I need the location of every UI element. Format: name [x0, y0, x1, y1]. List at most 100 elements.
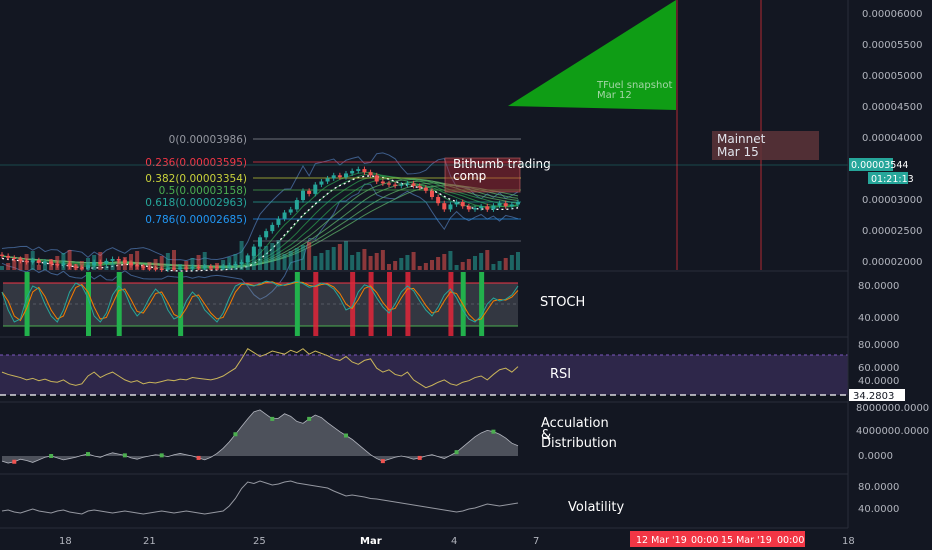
price-tick: 0.00002000: [862, 257, 922, 268]
vol-tick: 80.0000: [858, 482, 899, 493]
candle-body: [6, 255, 11, 258]
fibonacci-retracement[interactable]: 0(0.00003986) 0.236(0.00003595) 0.382(0.00…: [145, 134, 521, 242]
candle-body: [473, 208, 477, 210]
volume-bar: [460, 262, 465, 270]
candle-body: [196, 267, 201, 269]
candle-body: [294, 200, 299, 210]
candle-body: [73, 266, 78, 268]
price-tick: 0.00002500: [862, 226, 922, 237]
stoch-signal-red: [350, 272, 356, 336]
volume-bar: [165, 253, 170, 270]
ad-marker: [344, 433, 348, 438]
mainnet-label-line1: Mainnet: [717, 132, 766, 146]
accumulation-distribution-pane[interactable]: [1, 409, 519, 464]
bithumb-zone[interactable]: [444, 157, 521, 193]
ad-marker: [12, 459, 17, 464]
volume-bar: [350, 255, 355, 270]
stoch-signal-green: [294, 272, 300, 336]
fib-level-label: 0.786(0.00002685): [145, 214, 247, 226]
volume-bar: [43, 262, 47, 270]
stoch-signal-red: [448, 272, 454, 336]
stoch-k-line: [1, 280, 519, 323]
volume-bar: [301, 245, 305, 270]
fib-level-label: 0.236(0.00003595): [145, 157, 247, 169]
candle-body: [405, 183, 410, 185]
volume-bar: [430, 260, 434, 270]
rsi-pane[interactable]: [0, 348, 848, 396]
volume-bar: [313, 256, 318, 270]
candle-body: [454, 201, 459, 205]
volatility-pane[interactable]: [1, 480, 519, 515]
rsi-value: 34.2803: [853, 391, 894, 402]
price-tick: 0.00005500: [862, 40, 922, 51]
current-price-value: 0.00003544: [851, 160, 908, 171]
stoch-d-line: [1, 281, 519, 322]
price-axis[interactable]: 0.00006000 0.00005500 0.00005000 0.00004…: [847, 0, 932, 528]
candle-body: [313, 184, 318, 194]
candle-body: [49, 261, 54, 264]
candle-body: [129, 262, 133, 266]
volume-bar: [423, 263, 428, 270]
ad-marker: [86, 452, 90, 457]
volume-bar: [516, 252, 520, 270]
time-axis[interactable]: 18 21 25 Mar 4 7 18 12 Mar '19 00:00 15 …: [0, 527, 855, 547]
volatility-label: Volatility: [568, 500, 624, 515]
volume-bar: [264, 246, 269, 270]
stoch-pane[interactable]: [1, 272, 519, 336]
candle-body: [61, 263, 66, 266]
current-price-badge: [849, 158, 893, 171]
price-tick: 0.00003000: [862, 195, 922, 206]
time-range-highlight: [630, 531, 805, 547]
candle-body: [350, 170, 355, 174]
candle-body: [264, 231, 269, 238]
candle-body: [172, 268, 176, 270]
ad-marker: [307, 416, 312, 421]
bithumb-label-line2: comp: [453, 169, 486, 183]
candle-body: [147, 267, 152, 269]
candle-body: [208, 266, 213, 268]
time-tick: 25: [253, 536, 266, 547]
candle-body: [178, 267, 183, 269]
candle-body: [448, 204, 453, 210]
volume-bar: [399, 258, 404, 270]
volume-bar: [337, 244, 342, 270]
volume-bar: [448, 251, 453, 270]
ad-marker: [491, 429, 496, 434]
candle-body: [301, 190, 305, 201]
ad-label-line2: &: [541, 428, 551, 443]
volume-bar: [466, 259, 471, 270]
candle-body: [509, 204, 514, 207]
volume-bar: [251, 252, 256, 270]
candle-body: [399, 184, 404, 186]
volume-bar: [393, 261, 398, 270]
tfuel-triangle[interactable]: [508, 0, 676, 110]
volume-bar: [411, 252, 416, 270]
candle-body: [417, 185, 422, 188]
candle-body: [79, 267, 84, 269]
rsi-value-badge: [849, 389, 905, 401]
mainnet-box[interactable]: [712, 131, 819, 160]
time-tick: 18: [842, 536, 855, 547]
volume-bar: [362, 249, 367, 270]
stoch-signal-green: [24, 272, 30, 336]
candle-body: [190, 267, 195, 269]
range-start-date: 12 Mar '19: [636, 535, 687, 546]
volume-bar: [503, 258, 508, 270]
volume-bar: [12, 260, 17, 270]
ad-marker: [270, 416, 275, 421]
rsi-band: [0, 355, 848, 395]
volume-bar: [202, 252, 207, 270]
fib-level-label: 0.382(0.00003354): [145, 173, 247, 185]
candle-body: [368, 172, 373, 176]
volume-bar: [36, 265, 41, 270]
candle-body: [184, 267, 189, 269]
ad-marker: [49, 454, 54, 458]
stoch-label: STOCH: [540, 295, 585, 310]
rsi-label: RSI: [550, 367, 571, 382]
volume-bar: [436, 257, 441, 270]
candle-body: [202, 266, 207, 268]
candle-body: [466, 206, 471, 210]
volume-bar: [387, 264, 391, 270]
